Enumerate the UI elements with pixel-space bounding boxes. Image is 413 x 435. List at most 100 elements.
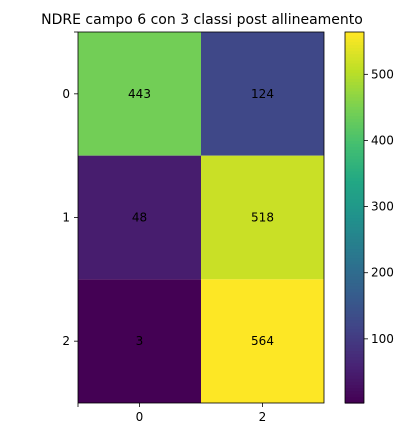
colorbar-segment — [345, 285, 364, 290]
colorbar-tick-label: 500 — [371, 67, 394, 81]
colorbar-segment — [345, 359, 364, 364]
x-tick-label: 0 — [136, 410, 144, 424]
colorbar-segment — [345, 174, 364, 178]
colorbar-segment — [345, 248, 364, 253]
colorbar-frame — [344, 31, 365, 404]
colorbar-segment — [345, 270, 364, 274]
cell-value-label: 48 — [132, 211, 147, 225]
colorbar-segment — [345, 372, 364, 376]
heatmap-cells — [78, 32, 324, 403]
colorbar-segment — [345, 53, 364, 58]
colorbar-segment — [345, 47, 364, 52]
colorbar-segment — [345, 81, 364, 86]
colorbar-segment — [345, 164, 364, 169]
colorbar-tick-label: 400 — [371, 133, 394, 147]
colorbar-segment — [345, 38, 364, 42]
colorbar-segment — [345, 393, 364, 398]
y-tick-label: 1 — [62, 211, 70, 225]
colorbar-segment — [345, 356, 364, 361]
colorbar-segment — [345, 245, 364, 250]
colorbar-segment — [345, 208, 364, 212]
colorbar-segment — [345, 118, 364, 123]
colorbar-segment — [345, 273, 364, 277]
heatmap-cell — [78, 279, 201, 403]
colorbar-segment — [345, 198, 364, 203]
colorbar-segment — [345, 291, 364, 296]
colorbar-segment — [345, 300, 364, 305]
colorbar-segment — [345, 50, 364, 55]
colorbar-segment — [345, 66, 364, 70]
colorbar-segment — [345, 96, 364, 101]
colorbar-segment — [345, 384, 364, 389]
colorbar-segment — [345, 214, 364, 219]
colorbar-segment — [345, 56, 364, 61]
cell-value-label: 518 — [251, 211, 274, 225]
colorbar: 100 200 300 400 500 — [344, 31, 394, 404]
colorbar-segment — [345, 87, 364, 92]
y-tick-label: 2 — [62, 334, 70, 348]
colorbar-segment — [345, 171, 364, 175]
colorbar-segment — [345, 121, 364, 126]
colorbar-segment — [345, 155, 364, 160]
colorbar-tick-label: 200 — [371, 266, 394, 280]
cell-value-label: 3 — [136, 334, 144, 348]
colorbar-segment — [345, 130, 364, 135]
colorbar-segment — [345, 378, 364, 382]
colorbar-segment — [345, 344, 364, 348]
colorbar-tick-label: 300 — [371, 200, 394, 214]
colorbar-segment — [345, 226, 364, 231]
colorbar-segment — [345, 143, 364, 147]
colorbar-segment — [345, 192, 364, 197]
colorbar-segment — [345, 236, 364, 240]
colorbar-segment — [345, 368, 364, 373]
colorbar-segment — [345, 251, 364, 256]
colorbar-segment — [345, 59, 364, 64]
cell-labels: 443 124 48 518 3 564 — [128, 87, 274, 348]
cell-value-label: 564 — [251, 334, 274, 348]
colorbar-segment — [345, 205, 364, 209]
colorbar-segment — [345, 32, 364, 36]
colorbar-segment — [345, 75, 364, 79]
colorbar-segment — [345, 177, 364, 181]
colorbar-segment — [345, 229, 364, 234]
colorbar-segment — [345, 202, 364, 206]
colorbar-segment — [345, 35, 364, 39]
colorbar-segment — [345, 282, 364, 287]
heatmap-cell — [201, 279, 324, 403]
colorbar-segment — [345, 310, 364, 314]
colorbar-segment — [345, 334, 364, 339]
colorbar-segment — [345, 84, 364, 89]
heatmap-cell — [78, 155, 201, 280]
colorbar-segment — [345, 195, 364, 200]
colorbar-segment — [345, 124, 364, 129]
colorbar-segment — [345, 137, 364, 141]
colorbar-segment — [345, 381, 364, 386]
colorbar-segment — [345, 140, 364, 144]
colorbar-segment — [345, 242, 364, 246]
colorbar-segment — [345, 186, 364, 191]
colorbar-segment — [345, 217, 364, 222]
colorbar-segment — [345, 390, 364, 395]
colorbar-segment — [345, 316, 364, 321]
colorbar-segment — [345, 223, 364, 228]
colorbar-segment — [345, 109, 364, 113]
colorbar-segment — [345, 69, 364, 73]
colorbar-segment — [345, 254, 364, 259]
colorbar-segment — [345, 260, 364, 265]
colorbar-segment — [345, 220, 364, 225]
colorbar-segment — [345, 313, 364, 318]
colorbar-segment — [345, 62, 364, 67]
colorbar-segment — [345, 149, 364, 154]
heatmap-cell — [201, 155, 324, 280]
colorbar-segment — [345, 353, 364, 358]
colorbar-segment — [345, 106, 364, 110]
x-tick-label: 2 — [259, 410, 267, 424]
colorbar-segment — [345, 266, 364, 271]
colorbar-segment — [345, 189, 364, 194]
colorbar-segment — [345, 325, 364, 330]
colorbar-segment — [345, 338, 364, 342]
colorbar-segment — [345, 257, 364, 262]
colorbar-segment — [345, 72, 364, 76]
